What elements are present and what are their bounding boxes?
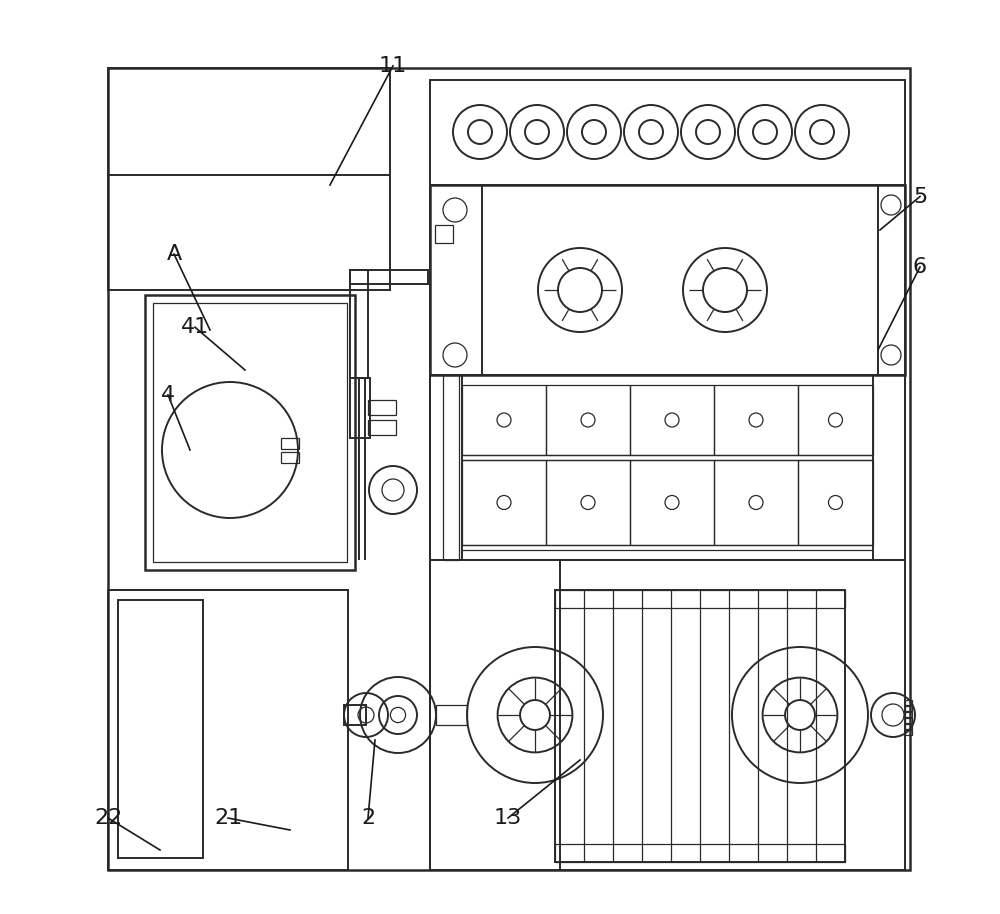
Bar [430, 185, 482, 375]
Text: 21: 21 [214, 808, 242, 828]
Bar [546, 460, 630, 545]
Text: 5: 5 [913, 186, 927, 207]
Text: A: A [166, 244, 182, 264]
Bar [630, 460, 714, 545]
Bar [118, 600, 203, 858]
Bar [714, 385, 798, 455]
Bar [878, 185, 905, 375]
Bar [905, 718, 912, 723]
Text: 4: 4 [161, 385, 175, 405]
Text: 6: 6 [913, 257, 927, 277]
Bar [905, 712, 912, 717]
Bar [462, 385, 546, 455]
Bar [462, 460, 546, 545]
Bar [368, 400, 396, 415]
Bar [873, 375, 905, 560]
Bar [350, 270, 368, 378]
Bar [555, 844, 845, 862]
Text: 13: 13 [494, 808, 522, 828]
Bar [145, 295, 355, 570]
Bar [905, 724, 912, 729]
Bar [108, 68, 390, 290]
Bar [430, 375, 905, 560]
Text: 11: 11 [379, 56, 407, 76]
Bar [281, 438, 299, 449]
Bar [436, 705, 467, 725]
Bar [443, 375, 459, 560]
Text: 41: 41 [181, 317, 209, 337]
Bar [153, 303, 347, 562]
Text: 22: 22 [94, 808, 122, 828]
Bar [108, 590, 348, 870]
Bar [435, 225, 453, 243]
Bar [430, 560, 905, 870]
Bar [108, 68, 910, 870]
Bar [905, 730, 912, 735]
Bar [430, 185, 905, 375]
Bar [350, 270, 428, 284]
Bar [281, 452, 299, 463]
Bar [905, 700, 912, 705]
Bar [798, 460, 873, 545]
Bar [344, 705, 366, 725]
Bar [430, 375, 462, 560]
Bar [368, 420, 396, 435]
Bar [350, 378, 370, 438]
Bar [555, 590, 845, 862]
Bar [546, 385, 630, 455]
Bar [430, 560, 560, 870]
Bar [798, 385, 873, 455]
Bar [905, 706, 912, 711]
Bar [714, 460, 798, 545]
Bar [555, 590, 845, 608]
Text: 2: 2 [361, 808, 375, 828]
Bar [430, 80, 905, 185]
Bar [630, 385, 714, 455]
